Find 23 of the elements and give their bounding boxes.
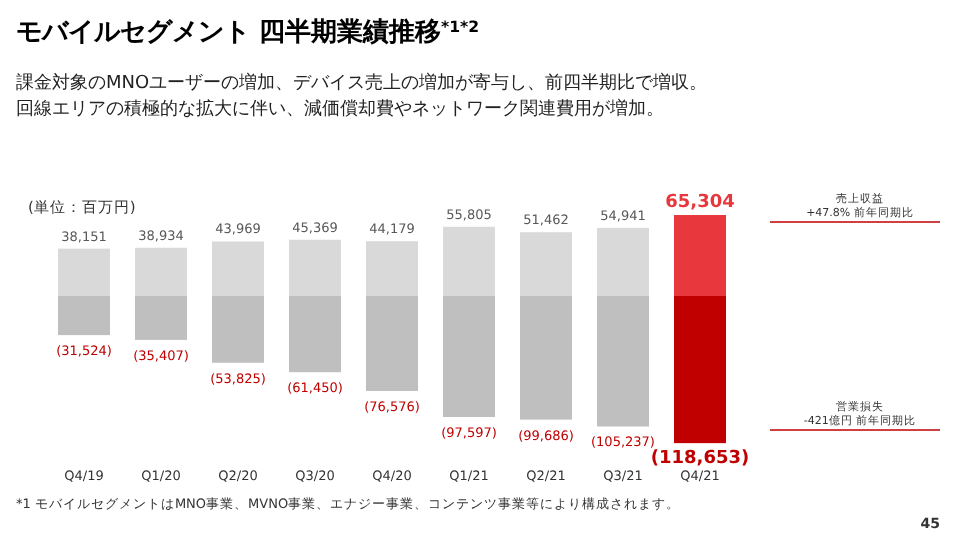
bar xyxy=(366,241,418,296)
bar xyxy=(674,296,726,444)
bar xyxy=(520,296,572,420)
bar xyxy=(443,296,495,418)
bar xyxy=(212,241,264,296)
bar xyxy=(135,296,187,340)
bar xyxy=(289,296,341,373)
data-label: (118,653) xyxy=(650,449,750,470)
bar xyxy=(674,215,726,296)
bar xyxy=(443,226,495,296)
chart-title: モバイルセグメント 四半期業績推移$^{*1*2}$ xyxy=(16,17,480,48)
bar xyxy=(520,232,572,296)
bar xyxy=(289,239,341,296)
bar xyxy=(366,296,418,391)
bar xyxy=(135,247,187,296)
bar xyxy=(58,248,110,296)
chart-subtitle: 課金対象のMNOユーザーの増加、デバイス売上の増加が寄与し、前四半期比で増収。 xyxy=(16,72,708,94)
data-label: 65,304 xyxy=(665,193,735,214)
bar xyxy=(597,227,649,296)
text: 回線エリアの積極的な拡大に伴い、減価償却費やネットワーク関連費用が増加。 xyxy=(16,98,664,120)
bar xyxy=(212,296,264,363)
bar xyxy=(597,296,649,427)
bar xyxy=(58,296,110,336)
